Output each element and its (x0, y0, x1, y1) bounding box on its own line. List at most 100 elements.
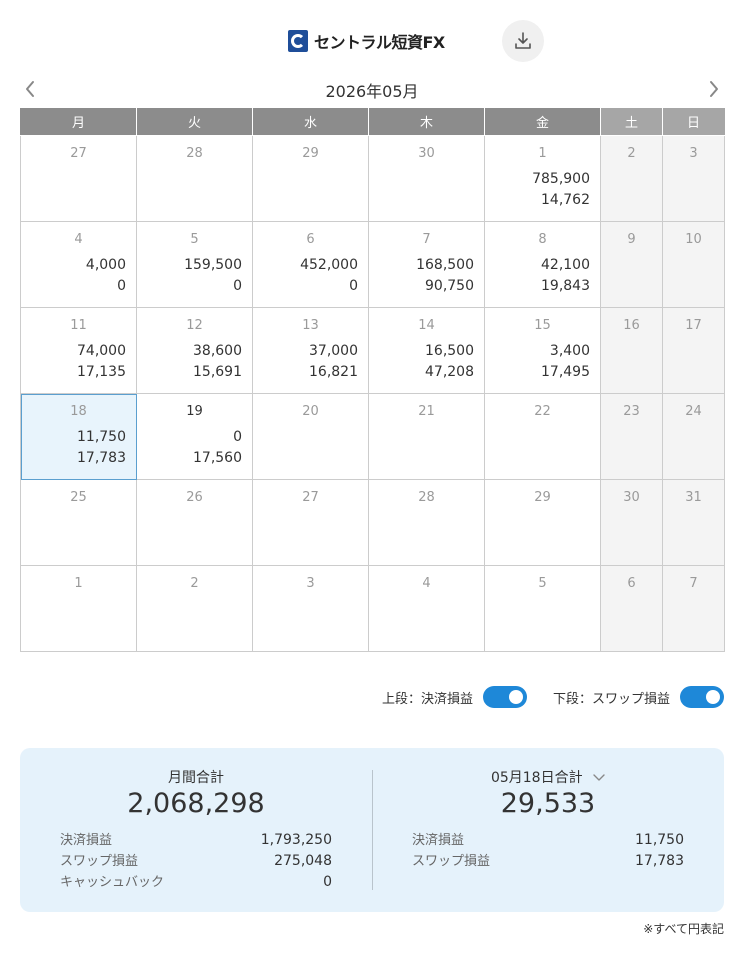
calendar-day-cell[interactable]: 13 37,000 16,821 (252, 307, 369, 394)
calendar-day-cell[interactable]: 12 38,600 15,691 (136, 307, 253, 394)
calendar-day-cell[interactable]: 2 (600, 135, 663, 222)
calendar-day-number: 2 (627, 146, 636, 161)
settlement-pnl-value: 452,000 (300, 257, 358, 273)
calendar-day-cell[interactable]: 11 74,000 17,135 (20, 307, 137, 394)
previous-month-button[interactable] (20, 79, 40, 99)
calendar-day-cell[interactable]: 2 (136, 565, 253, 652)
summary-row: 決済損益 11,750 (412, 830, 684, 851)
calendar-day-cell[interactable]: 7 (662, 565, 725, 652)
calendar-day-number: 12 (186, 318, 203, 333)
calendar-day-number: 28 (418, 490, 435, 505)
swap-pnl-value: 14,762 (541, 192, 590, 208)
calendar-day-number: 13 (302, 318, 319, 333)
calendar-grid: 月 火 水 木 金 土 日 27 28 29 30 1 785,900 14,762 2 3 4 4… (20, 108, 725, 652)
monthly-summary-title: 月間合計 (168, 770, 224, 786)
calendar-day-number: 26 (186, 490, 203, 505)
calendar-day-number: 17 (685, 318, 702, 333)
swap-pnl-value: 0 (233, 278, 242, 294)
calendar-day-cell[interactable]: 9 (600, 221, 663, 308)
calendar-day-number: 7 (689, 576, 698, 591)
calendar-day-cell[interactable]: 25 (20, 479, 137, 566)
calendar-day-cell[interactable]: 4 (368, 565, 485, 652)
calendar-day-number: 18 (70, 404, 87, 419)
daily-summary-total: 29,533 (500, 788, 596, 819)
calendar-day-cell[interactable]: 3 (662, 135, 725, 222)
daily-summary-rows: 決済損益 11,750 スワップ損益 17,783 (412, 830, 684, 872)
swap-pnl-value: 0 (349, 278, 358, 294)
calendar-day-cell[interactable]: 10 (662, 221, 725, 308)
chevron-left-icon (26, 81, 34, 97)
calendar-day-cell[interactable]: 27 (20, 135, 137, 222)
calendar-day-cell[interactable]: 4 4,000 0 (20, 221, 137, 308)
calendar-day-cell[interactable]: 29 (252, 135, 369, 222)
summary-row-label: キャッシュバック (60, 875, 165, 890)
settlement-pnl-value: 785,900 (532, 171, 590, 187)
settlement-pnl-value: 42,100 (541, 257, 590, 273)
calendar-day-cell[interactable]: 16 (600, 307, 663, 394)
calendar-day-cell[interactable]: 15 3,400 17,495 (484, 307, 601, 394)
calendar-day-cell[interactable]: 5 159,500 0 (136, 221, 253, 308)
summary-row-label: スワップ損益 (412, 854, 491, 869)
calendar-day-cell[interactable]: 28 (368, 479, 485, 566)
calendar-day-values: 16,500 47,208 (369, 336, 484, 383)
calendar-day-number: 30 (623, 490, 640, 505)
calendar-week-row: 4 4,000 0 5 159,500 0 6 452,000 0 7 168,500 90,750 8… (20, 221, 725, 308)
weekday-header: 木 (368, 108, 485, 136)
calendar-day-cell[interactable]: 24 (662, 393, 725, 480)
calendar-day-cell[interactable]: 17 (662, 307, 725, 394)
calendar-day-number: 5 (538, 576, 547, 591)
swap-pnl-value: 16,821 (309, 364, 358, 380)
calendar-week-row: 25 26 27 28 29 30 31 (20, 479, 725, 566)
calendar-day-cell[interactable]: 1 (20, 565, 137, 652)
calendar-day-cell[interactable]: 6 452,000 0 (252, 221, 369, 308)
calendar-day-cell[interactable]: 6 (600, 565, 663, 652)
calendar-day-cell[interactable]: 14 16,500 47,208 (368, 307, 485, 394)
month-title: 2026年05月 (325, 82, 419, 101)
swap-pnl-value: 47,208 (425, 364, 474, 380)
calendar-day-cell[interactable]: 21 (368, 393, 485, 480)
calendar-day-cell[interactable]: 18 11,750 17,783 (20, 393, 137, 480)
brand-name: セントラル短資FX (314, 33, 445, 52)
calendar-day-cell[interactable]: 30 (600, 479, 663, 566)
calendar-day-cell[interactable]: 29 (484, 479, 601, 566)
settlement-pnl-value: 0 (233, 429, 242, 445)
calendar-day-cell[interactable]: 22 (484, 393, 601, 480)
calendar-day-number: 21 (418, 404, 435, 419)
calendar-day-cell[interactable]: 20 (252, 393, 369, 480)
calendar-day-number: 1 (74, 576, 83, 591)
calendar-day-number: 24 (685, 404, 702, 419)
calendar-day-cell[interactable]: 27 (252, 479, 369, 566)
calendar-day-number: 6 (627, 576, 636, 591)
calendar-day-cell[interactable]: 8 42,100 19,843 (484, 221, 601, 308)
calendar-day-cell[interactable]: 30 (368, 135, 485, 222)
calendar-day-cell[interactable]: 19 0 17,560 (136, 393, 253, 480)
weekday-header: 火 (136, 108, 253, 136)
summary-row-label: スワップ損益 (60, 854, 139, 869)
calendar-day-number: 22 (534, 404, 551, 419)
calendar-day-cell[interactable]: 5 (484, 565, 601, 652)
upper-toggle-switch[interactable] (482, 686, 527, 708)
download-button[interactable] (502, 20, 544, 62)
chevron-down-icon (593, 774, 605, 781)
calendar-day-cell[interactable]: 31 (662, 479, 725, 566)
calendar-day-cell[interactable]: 23 (600, 393, 663, 480)
next-month-button[interactable] (704, 79, 724, 99)
calendar-day-number: 10 (685, 232, 702, 247)
calendar-day-cell[interactable]: 7 168,500 90,750 (368, 221, 485, 308)
daily-summary-title: 05月18日合計 (490, 770, 583, 786)
calendar-day-number: 27 (70, 146, 87, 161)
summary-row-value: 275,048 (274, 853, 332, 869)
calendar-day-number: 4 (422, 576, 431, 591)
calendar-day-number: 11 (70, 318, 87, 333)
calendar-day-cell[interactable]: 28 (136, 135, 253, 222)
calendar-day-number: 5 (190, 232, 199, 247)
calendar-day-cell[interactable]: 3 (252, 565, 369, 652)
daily-summary-selector[interactable]: 05月18日合計 (372, 767, 724, 787)
swap-pnl-value: 15,691 (193, 364, 242, 380)
download-icon (515, 32, 531, 49)
calendar-day-cell[interactable]: 1 785,900 14,762 (484, 135, 601, 222)
lower-toggle-switch[interactable] (680, 686, 724, 708)
calendar-day-cell[interactable]: 26 (136, 479, 253, 566)
weekday-header: 月 (20, 108, 137, 136)
calendar-day-number: 29 (302, 146, 319, 161)
